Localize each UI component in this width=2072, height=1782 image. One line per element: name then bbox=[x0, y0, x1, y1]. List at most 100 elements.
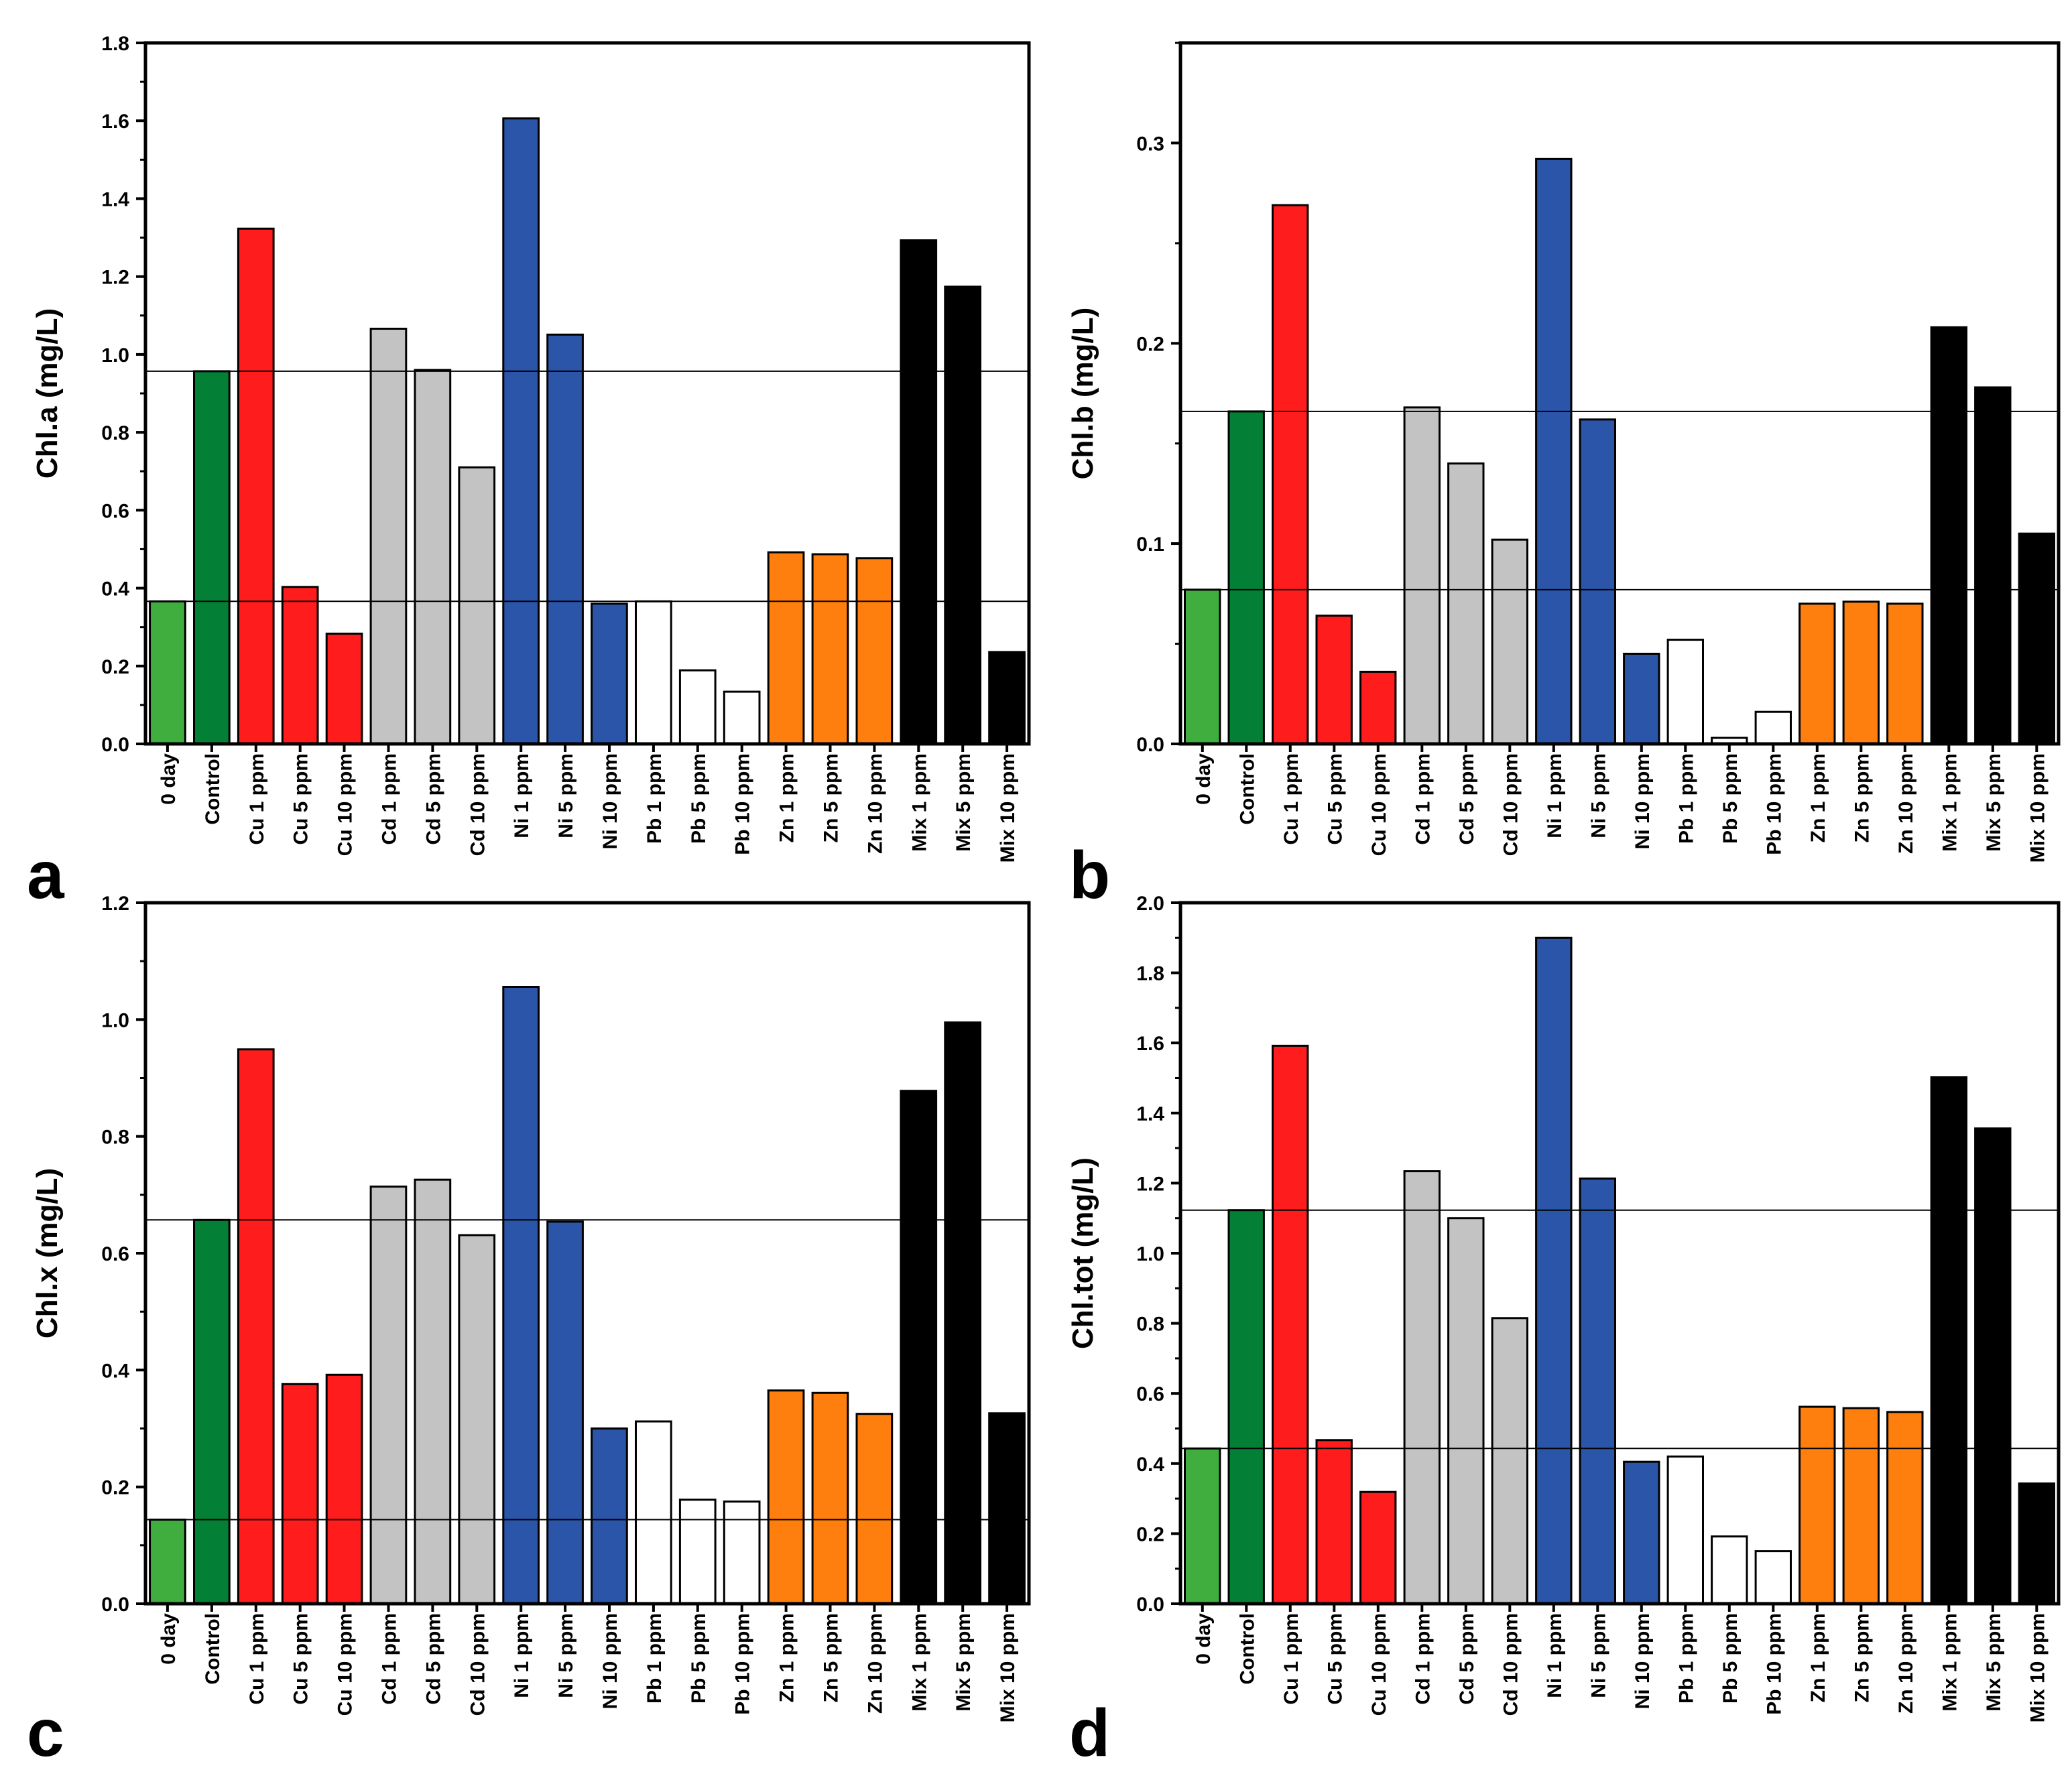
bar-d-10 bbox=[1579, 1178, 1617, 1605]
plot-frame-c bbox=[143, 901, 1031, 1606]
bar-a-19 bbox=[944, 285, 982, 745]
bar-d-1 bbox=[1184, 1447, 1221, 1605]
x-tick-label-c-6: Cd 1 ppm bbox=[379, 1613, 401, 1705]
y-tick-label-c-3: 0.4 bbox=[101, 1360, 129, 1382]
bar-b-10 bbox=[1579, 418, 1617, 745]
bar-c-15 bbox=[767, 1389, 805, 1605]
bar-a-3 bbox=[237, 227, 275, 745]
bar-c-10 bbox=[546, 1220, 584, 1605]
bar-c-6 bbox=[369, 1186, 408, 1605]
bar-b-17 bbox=[1886, 602, 1924, 745]
bar-d-17 bbox=[1886, 1411, 1924, 1605]
bar-c-14 bbox=[723, 1501, 761, 1605]
x-tick-label-a-1: 0 day bbox=[158, 753, 180, 805]
x-tick-label-a-15: Zn 1 ppm bbox=[776, 753, 798, 842]
x-tick-label-c-15: Zn 1 ppm bbox=[776, 1613, 798, 1702]
y-tick-label-d-11: 2.0 bbox=[1136, 893, 1164, 915]
bar-d-11 bbox=[1623, 1460, 1660, 1605]
x-tick-label-b-18: Mix 1 ppm bbox=[1939, 753, 1961, 852]
y-tick-label-a-8: 1.4 bbox=[101, 188, 129, 210]
x-tick-label-a-9: Ni 1 ppm bbox=[511, 753, 533, 838]
y-tick-label-b-1: 0.0 bbox=[1136, 734, 1164, 756]
x-tick-label-c-8: Cd 10 ppm bbox=[467, 1613, 489, 1716]
plot-frame-a bbox=[143, 41, 1031, 746]
bar-d-9 bbox=[1535, 936, 1573, 1605]
x-tick-label-b-16: Zn 5 ppm bbox=[1851, 753, 1873, 842]
x-tick-label-d-18: Mix 1 ppm bbox=[1939, 1613, 1961, 1712]
x-tick-label-c-16: Zn 5 ppm bbox=[820, 1613, 843, 1702]
x-tick-label-d-9: Ni 1 ppm bbox=[1544, 1613, 1566, 1698]
bar-b-6 bbox=[1403, 406, 1441, 745]
y-tick-label-a-2: 0.2 bbox=[101, 656, 129, 678]
bar-c-12 bbox=[635, 1420, 672, 1605]
x-tick-label-c-10: Ni 5 ppm bbox=[555, 1613, 577, 1698]
x-tick-label-c-2: Control bbox=[202, 1613, 224, 1685]
bar-c-20 bbox=[988, 1412, 1026, 1605]
x-tick-label-a-11: Ni 10 ppm bbox=[599, 753, 621, 849]
x-tick-label-b-14: Pb 10 ppm bbox=[1763, 753, 1785, 855]
x-tick-label-b-10: Ni 5 ppm bbox=[1587, 753, 1609, 838]
x-tick-label-c-18: Mix 1 ppm bbox=[908, 1613, 930, 1712]
bar-b-14 bbox=[1754, 710, 1792, 745]
y-tick-label-c-7: 1.2 bbox=[101, 893, 129, 915]
y-tick-label-a-5: 0.8 bbox=[101, 422, 129, 444]
panel-d: d 0.0 0.2 0.4 0.6 0.8 1.0 1.2 1.4 1.6 1.8 2.0 Chl.t… bbox=[1067, 893, 2061, 1771]
bar-c-18 bbox=[900, 1090, 938, 1605]
bar-c-9 bbox=[502, 986, 540, 1605]
x-tick-label-d-5: Cu 10 ppm bbox=[1368, 1613, 1390, 1716]
bar-d-6 bbox=[1403, 1170, 1441, 1605]
x-tick-label-c-1: 0 day bbox=[158, 1613, 180, 1665]
x-tick-label-a-5: Cu 10 ppm bbox=[334, 753, 357, 856]
bar-c-19 bbox=[944, 1021, 982, 1605]
y-axis-title-a: Chl.a (mg/L) bbox=[31, 308, 64, 479]
bar-a-11 bbox=[591, 602, 628, 745]
y-tick-label-b-4: 0.3 bbox=[1136, 133, 1164, 155]
y-axis-title-b: Chl.b (mg/L) bbox=[1067, 308, 1099, 480]
x-tick-label-d-16: Zn 5 ppm bbox=[1851, 1613, 1873, 1702]
x-tick-label-c-5: Cu 10 ppm bbox=[334, 1613, 357, 1716]
bar-c-7 bbox=[414, 1178, 452, 1605]
y-tick-label-a-4: 0.6 bbox=[101, 500, 129, 522]
bar-c-11 bbox=[591, 1427, 628, 1605]
x-tick-label-d-15: Zn 1 ppm bbox=[1807, 1613, 1829, 1702]
bar-a-12 bbox=[635, 600, 672, 745]
panel-a: a 0.0 0.2 0.4 0.6 0.8 1.0 1.2 1.4 1.6 1.8 Chl.a (m… bbox=[27, 33, 1031, 913]
y-tick-label-d-2: 0.2 bbox=[1136, 1523, 1164, 1545]
x-tick-label-a-12: Pb 1 ppm bbox=[644, 753, 666, 844]
bar-a-18 bbox=[900, 239, 938, 745]
x-tick-label-b-12: Pb 1 ppm bbox=[1675, 753, 1697, 844]
bar-d-8 bbox=[1491, 1317, 1529, 1605]
x-tick-label-b-3: Cu 1 ppm bbox=[1280, 753, 1302, 845]
y-tick-label-d-6: 1.0 bbox=[1136, 1243, 1164, 1265]
y-axis-title-d: Chl.tot (mg/L) bbox=[1067, 1157, 1099, 1349]
bar-a-20 bbox=[988, 651, 1026, 745]
y-tick-label-d-8: 1.4 bbox=[1136, 1103, 1164, 1125]
bar-a-9 bbox=[502, 117, 540, 745]
x-tick-label-d-4: Cu 5 ppm bbox=[1324, 1613, 1346, 1705]
bar-b-19 bbox=[1974, 386, 2012, 745]
x-tick-label-c-14: Pb 10 ppm bbox=[732, 1613, 754, 1715]
bar-b-11 bbox=[1623, 653, 1660, 745]
x-tick-label-b-8: Cd 10 ppm bbox=[1500, 753, 1522, 856]
x-tick-label-c-11: Ni 10 ppm bbox=[599, 1613, 621, 1709]
bar-d-5 bbox=[1359, 1490, 1397, 1605]
x-tick-label-d-6: Cd 1 ppm bbox=[1412, 1613, 1434, 1705]
x-tick-label-a-4: Cu 5 ppm bbox=[290, 753, 312, 845]
x-tick-label-c-3: Cu 1 ppm bbox=[246, 1613, 268, 1705]
x-tick-label-d-13: Pb 5 ppm bbox=[1719, 1613, 1742, 1704]
x-tick-label-a-2: Control bbox=[202, 753, 224, 825]
bar-a-14 bbox=[723, 690, 761, 745]
x-tick-label-c-20: Mix 10 ppm bbox=[997, 1613, 1019, 1722]
x-tick-label-c-19: Mix 5 ppm bbox=[953, 1613, 975, 1712]
x-tick-label-d-12: Pb 1 ppm bbox=[1675, 1613, 1697, 1704]
x-tick-label-a-16: Zn 5 ppm bbox=[820, 753, 843, 842]
bar-c-3 bbox=[237, 1048, 275, 1605]
bar-c-8 bbox=[458, 1234, 496, 1605]
x-tick-label-a-3: Cu 1 ppm bbox=[246, 753, 268, 845]
plot-frame-d bbox=[1178, 901, 2061, 1606]
x-tick-label-d-3: Cu 1 ppm bbox=[1280, 1613, 1302, 1705]
bar-b-20 bbox=[2018, 532, 2056, 745]
x-tick-label-d-20: Mix 10 ppm bbox=[2026, 1613, 2049, 1722]
x-tick-label-a-10: Ni 5 ppm bbox=[555, 753, 577, 838]
x-tick-label-d-17: Zn 10 ppm bbox=[1895, 1613, 1917, 1714]
